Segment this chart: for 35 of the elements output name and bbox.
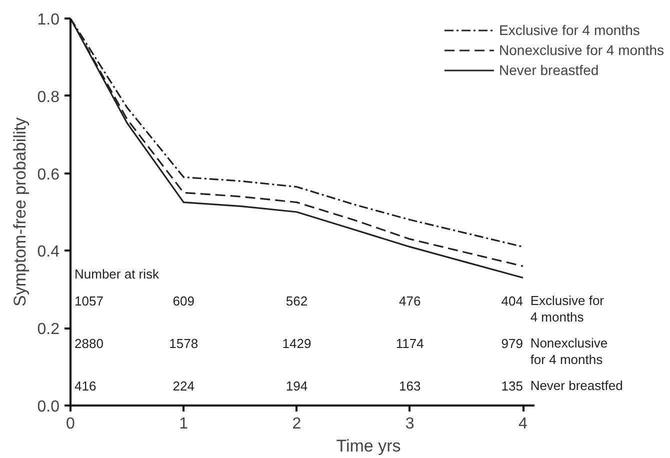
- legend-label: Exclusive for 4 months: [499, 22, 640, 38]
- x-tick-label: 0: [66, 416, 76, 432]
- annotation: 1578: [169, 336, 198, 352]
- annotation: 2880: [74, 336, 104, 352]
- annotation: 1429: [282, 336, 312, 352]
- annotation: 163: [399, 378, 421, 394]
- annotation: 562: [286, 294, 308, 309]
- annotation: Exclusive for 4 months: [530, 293, 605, 325]
- annotation: Nonexclusive for 4 months: [530, 336, 608, 368]
- annotation: 1057: [74, 294, 104, 309]
- y-tick-label: 0.6: [37, 166, 60, 184]
- annotation: 194: [286, 378, 308, 394]
- x-tick-label: 2: [292, 416, 302, 432]
- annotation: 224: [172, 378, 194, 394]
- annotation: Number at risk: [74, 266, 160, 282]
- annotation: 979: [501, 336, 524, 352]
- y-tick-label: 0.2: [37, 321, 60, 338]
- x-tick-label: 4: [518, 416, 528, 432]
- x-tick-label: 1: [179, 416, 188, 432]
- annotation: 135: [501, 378, 524, 394]
- y-tick-label: 0.0: [37, 398, 60, 416]
- annotation: 609: [172, 294, 194, 309]
- annotation: Never breastfed: [530, 378, 623, 394]
- y-tick-label: 1.0: [37, 12, 60, 28]
- legend-label: Never breastfed: [499, 62, 599, 78]
- x-axis-title: Time yrs: [336, 436, 401, 456]
- y-tick-label: 0.8: [37, 88, 60, 106]
- y-axis-title: Symptom-free probability: [10, 117, 30, 306]
- annotation: 476: [399, 294, 421, 309]
- legend-label: Nonexclusive for 4 months: [499, 42, 664, 58]
- annotation: 1174: [396, 336, 424, 352]
- annotation: 416: [74, 378, 96, 394]
- annotation: 404: [501, 294, 524, 309]
- y-tick-label: 0.4: [37, 244, 60, 261]
- x-tick-label: 3: [405, 416, 414, 432]
